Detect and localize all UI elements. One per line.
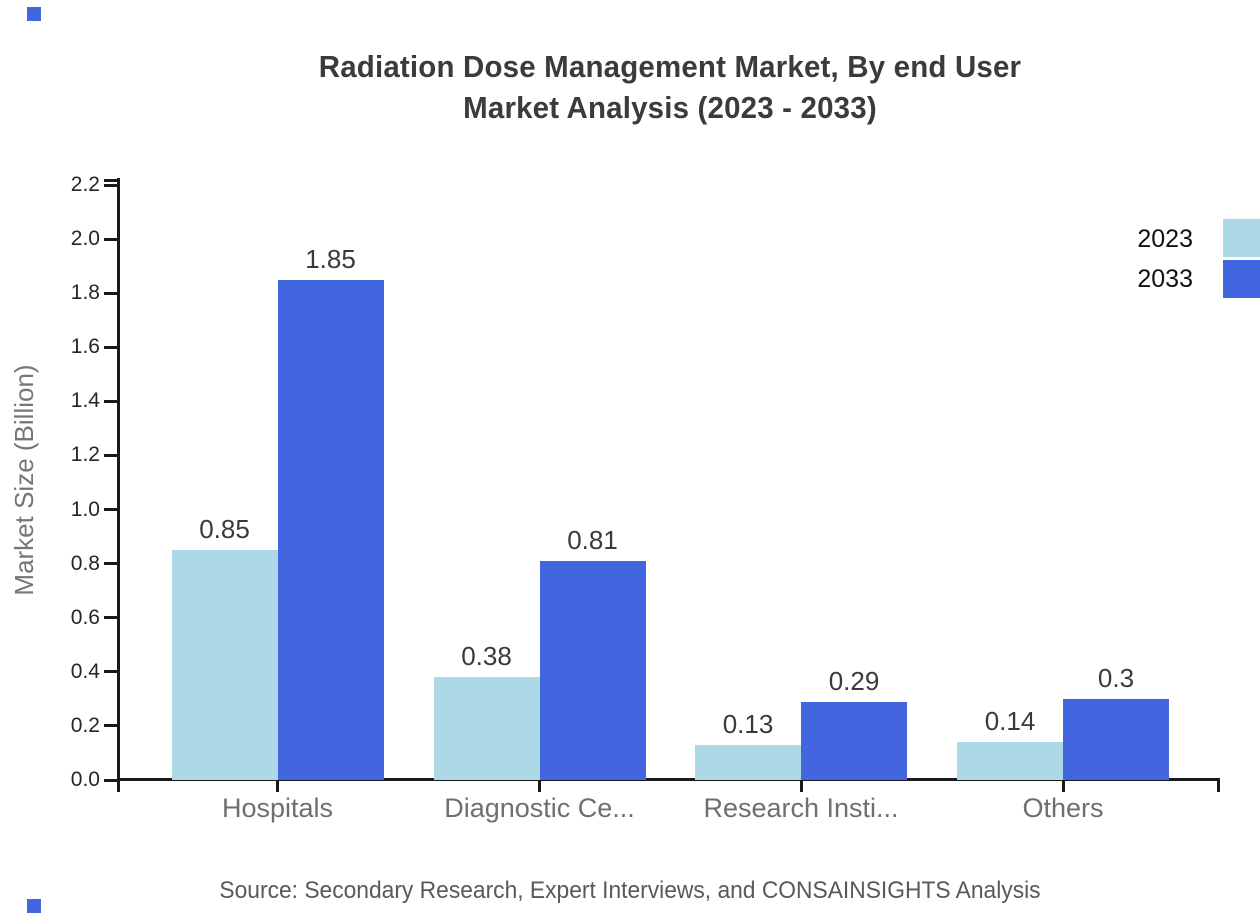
bar-2023-others xyxy=(957,742,1063,780)
bar-2023-research-insti- xyxy=(695,744,801,780)
chart-title-line-1: Radiation Dose Management Market, By end… xyxy=(318,49,1022,84)
y-tick-mark xyxy=(104,237,117,241)
x-category-label: Others xyxy=(1022,793,1104,823)
data-label: 1.85 xyxy=(305,243,356,274)
data-label: 0.85 xyxy=(199,514,250,545)
data-label: 0.81 xyxy=(567,524,618,555)
y-tick-mark xyxy=(104,724,117,728)
y-tick-label: 0.0 xyxy=(70,768,100,791)
bar-2033-hospitals xyxy=(277,279,384,780)
data-label: 0.29 xyxy=(828,665,880,696)
y-tick-mark xyxy=(104,670,117,674)
data-label: 0.38 xyxy=(461,641,512,672)
y-tick-label: 0.8 xyxy=(70,551,100,575)
y-tick-label: 0.6 xyxy=(70,605,100,629)
chart-title-line-2: Market Analysis (2023 - 2033) xyxy=(463,90,877,125)
y-axis-title: Market Size (Billion) xyxy=(9,364,39,596)
x-tick-mark xyxy=(276,780,279,792)
y-tick-label: 2.0 xyxy=(70,227,100,251)
x-category-label: Hospitals xyxy=(221,793,334,823)
bar-2023-hospitals xyxy=(171,550,278,780)
y-tick-label: 1.8 xyxy=(70,281,100,305)
bar-2033-research-insti- xyxy=(801,701,907,780)
y-tick-label: 1.2 xyxy=(70,443,100,467)
y-tick-mark xyxy=(104,345,117,349)
y-tick-label: 1.6 xyxy=(70,335,100,359)
x-tick-mark xyxy=(538,780,541,792)
y-tick-mark xyxy=(104,399,117,403)
x-category-label: Diagnostic Ce... xyxy=(444,793,635,823)
y-tick-label: 0.2 xyxy=(70,713,100,737)
brand-corner-square-bottom-icon xyxy=(27,899,41,913)
legend-swatch-2033 xyxy=(1223,260,1260,298)
x-category-label: Research Insti... xyxy=(703,793,899,823)
x-axis-end-tick xyxy=(1217,780,1220,792)
legend-swatch-2023 xyxy=(1223,219,1260,257)
y-tick-mark xyxy=(104,562,117,566)
y-tick-label: 1.0 xyxy=(70,497,100,521)
x-axis-spine xyxy=(117,778,1220,781)
data-label: 0.14 xyxy=(984,706,1036,737)
data-label: 0.3 xyxy=(1097,662,1135,693)
source-attribution: Source: Secondary Research, Expert Inter… xyxy=(219,877,1041,904)
bar-2033-diagnostic-ce- xyxy=(539,560,646,780)
data-label: 0.13 xyxy=(722,708,774,739)
y-axis-spine xyxy=(117,178,120,792)
y-tick-label: 1.4 xyxy=(70,389,100,413)
legend-label-2033: 2033 xyxy=(1137,265,1193,293)
y-tick-mark xyxy=(104,778,117,782)
y-tick-mark xyxy=(104,508,117,512)
y-tick-mark xyxy=(104,183,117,187)
y-tick-label: 2.2 xyxy=(70,173,100,196)
y-tick-mark xyxy=(104,616,117,620)
y-tick-label: 0.4 xyxy=(70,659,100,683)
y-tick-mark xyxy=(104,291,117,295)
bar-2033-others xyxy=(1063,698,1169,780)
x-tick-mark xyxy=(799,780,803,792)
x-tick-mark xyxy=(1061,780,1065,792)
bar-2023-diagnostic-ce- xyxy=(433,677,540,780)
legend-label-2023: 2023 xyxy=(1137,225,1193,253)
y-axis-end-tick xyxy=(104,179,117,182)
y-tick-mark xyxy=(104,453,117,457)
brand-corner-square-top-icon xyxy=(27,7,41,21)
